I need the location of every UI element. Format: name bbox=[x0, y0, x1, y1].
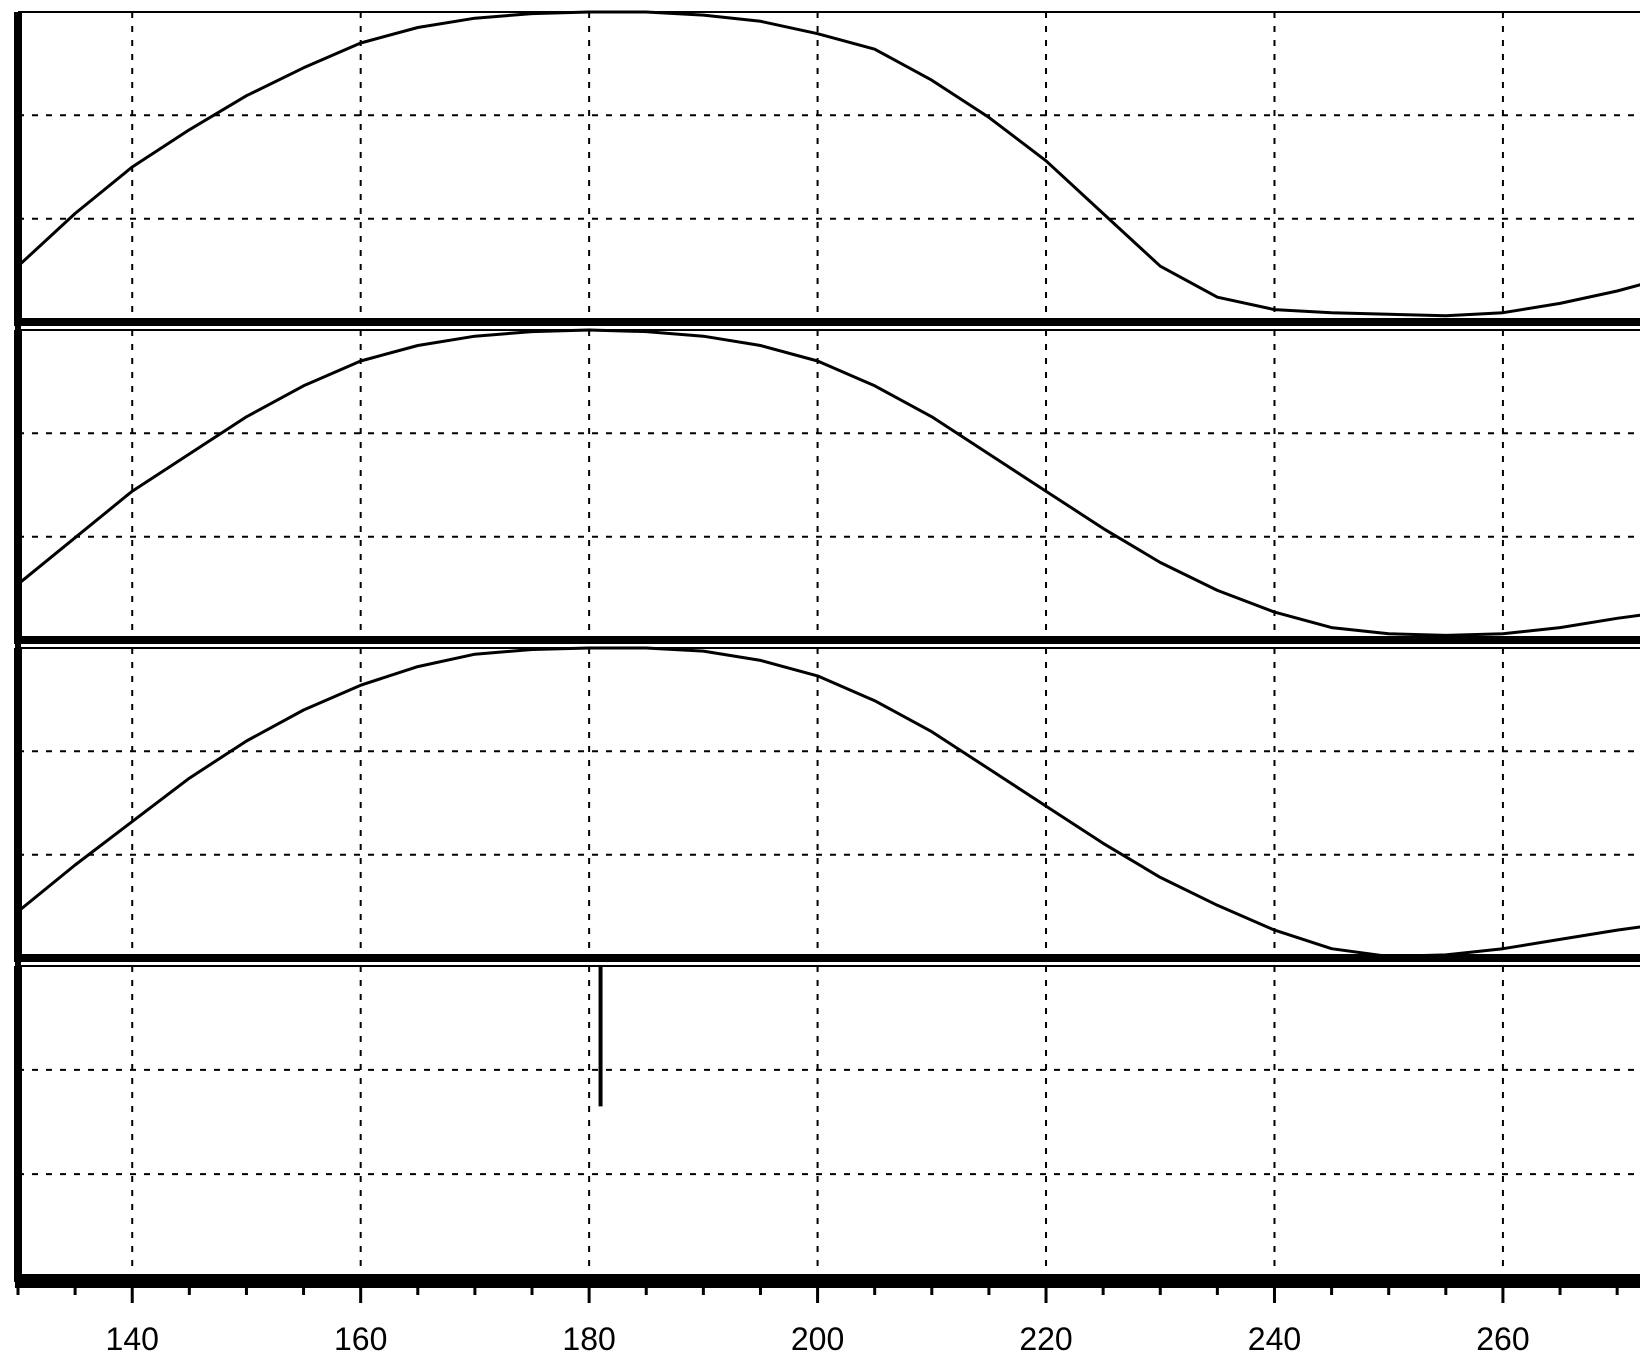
x-tick-label: 180 bbox=[562, 1321, 615, 1352]
x-tick-label: 260 bbox=[1476, 1321, 1529, 1352]
x-tick-label: 160 bbox=[334, 1321, 387, 1352]
x-tick-label: 220 bbox=[1019, 1321, 1072, 1352]
chart-svg: 140 160 180 200 220 240 260 bbox=[0, 0, 1640, 1352]
stacked-line-chart: 140 160 180 200 220 240 260 bbox=[0, 0, 1640, 1352]
x-tick-label: 140 bbox=[106, 1321, 159, 1352]
x-tick-label: 240 bbox=[1248, 1321, 1301, 1352]
x-tick-label: 200 bbox=[791, 1321, 844, 1352]
